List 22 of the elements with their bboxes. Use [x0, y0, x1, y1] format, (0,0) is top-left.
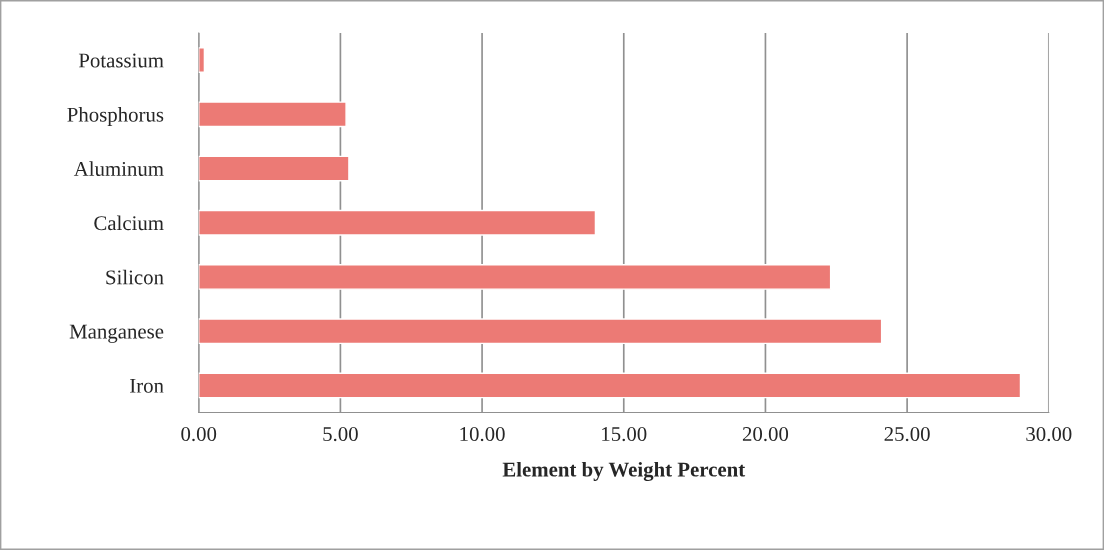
x-tick-label: 0.00 — [181, 426, 217, 442]
x-tick-label: 15.00 — [602, 426, 647, 442]
x-tick-label: 10.00 — [460, 426, 505, 442]
bar — [198, 47, 206, 74]
x-axis-title: Element by Weight Percent — [502, 461, 746, 481]
bar — [198, 209, 597, 236]
x-tick-label: 30.00 — [1026, 426, 1072, 442]
x-tick-label: 20.00 — [742, 426, 789, 442]
y-tick-label: Aluminum — [73, 161, 164, 176]
x-tick-label: 25.00 — [884, 426, 930, 442]
x-tick-label: 5.00 — [323, 426, 358, 442]
y-tick-label: Silicon — [106, 269, 164, 285]
y-tick-label: Phosphorus — [67, 107, 164, 126]
bar — [198, 372, 1022, 399]
y-tick-label: Calcium — [94, 215, 164, 231]
bar — [198, 318, 883, 345]
bar — [198, 101, 347, 128]
y-tick-label: Potassium — [78, 53, 164, 68]
y-tick-label: Manganese — [69, 324, 164, 343]
bar — [198, 264, 832, 290]
y-tick-label: Iron — [130, 378, 164, 393]
bar — [198, 155, 350, 182]
